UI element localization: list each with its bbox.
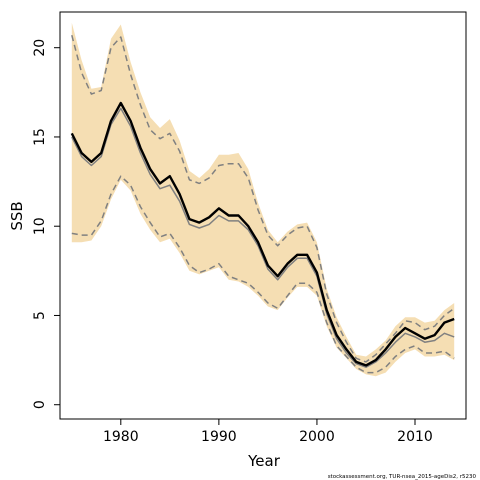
y-axis-label: SSB bbox=[8, 201, 26, 230]
upper-bound-line bbox=[71, 35, 455, 363]
y-tick-label: 20 bbox=[32, 39, 48, 57]
plot-frame bbox=[59, 11, 467, 420]
x-tick-label: 2000 bbox=[299, 429, 335, 445]
x-axis-label: Year bbox=[247, 452, 281, 470]
credit-text: stockassessment.org, TUR-nsea_2015-ageDi… bbox=[328, 474, 477, 480]
ssb-estimate-line bbox=[70, 101, 455, 367]
y-tick-label: 5 bbox=[32, 311, 48, 320]
lower-bound-line bbox=[71, 175, 455, 374]
confidence-band bbox=[71, 22, 455, 377]
x-tick-label: 1980 bbox=[103, 429, 139, 445]
x-tick-label: 2010 bbox=[397, 429, 433, 445]
y-tick-label: 0 bbox=[32, 400, 48, 409]
y-tick-label: 10 bbox=[32, 217, 48, 235]
y-tick-label: 15 bbox=[32, 128, 48, 146]
x-tick-label: 1990 bbox=[201, 429, 237, 445]
alternate-estimate-line bbox=[71, 107, 455, 368]
